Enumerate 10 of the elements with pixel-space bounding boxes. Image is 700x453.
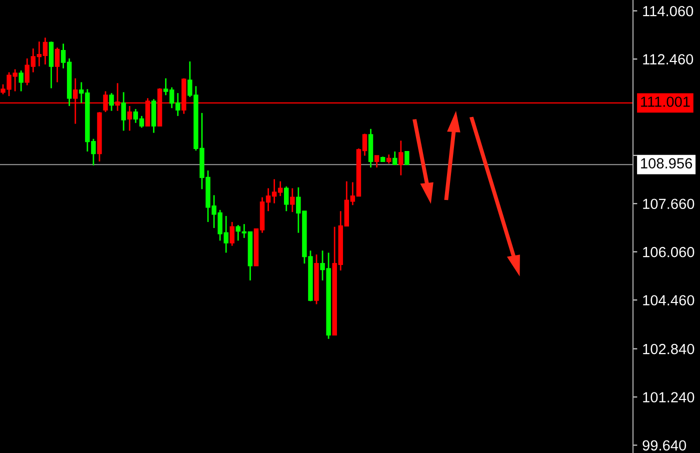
y-tick-label: 104.460 — [643, 295, 694, 306]
y-tick-label: 112.460 — [643, 54, 694, 64]
y-tick-label: 114.060 — [643, 6, 694, 16]
y-tick-label: 107.660 — [643, 198, 694, 210]
ref-line-label: 108.956 — [641, 158, 692, 168]
y-tick-label: 99.640 — [642, 440, 686, 451]
y-tick-label: 102.840 — [643, 344, 694, 354]
ref-line-label: 111.001 — [641, 96, 690, 107]
y-tick-label: 106.060 — [643, 246, 694, 258]
y-tick-label: 101.240 — [643, 392, 694, 402]
